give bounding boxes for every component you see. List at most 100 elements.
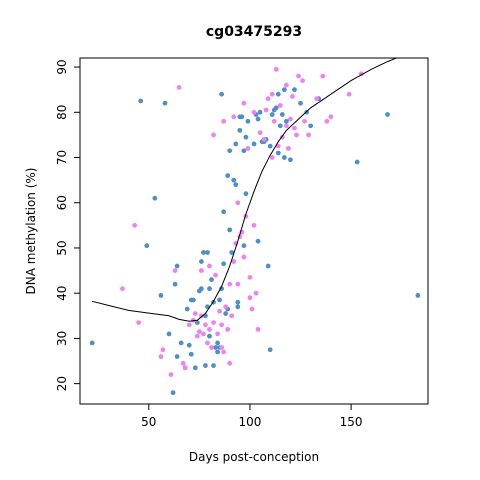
chart-title: cg03475293 xyxy=(206,24,302,40)
data-point-series-2 xyxy=(231,114,237,120)
data-point-series-2 xyxy=(253,290,259,296)
data-point-series-2 xyxy=(247,295,253,301)
data-point-series-2 xyxy=(269,155,275,160)
data-point-series-2 xyxy=(207,263,212,269)
y-tick-label: 50 xyxy=(55,240,69,255)
data-point-series-2 xyxy=(265,96,271,102)
x-tick-label: 100 xyxy=(239,415,262,429)
data-point-series-2 xyxy=(231,259,237,264)
data-point-series-1 xyxy=(198,286,204,292)
data-point-series-2 xyxy=(211,320,216,325)
data-point-series-1 xyxy=(281,155,287,160)
data-point-series-1 xyxy=(288,157,293,163)
data-point-series-2 xyxy=(358,71,364,77)
data-point-series-1 xyxy=(241,243,247,249)
data-point-series-1 xyxy=(239,114,245,120)
data-point-series-1 xyxy=(211,363,216,368)
data-point-series-1 xyxy=(277,123,283,129)
data-point-series-1 xyxy=(385,112,390,117)
data-point-series-2 xyxy=(290,94,295,99)
data-point-series-2 xyxy=(136,320,142,325)
data-point-series-1 xyxy=(279,112,285,117)
data-point-series-2 xyxy=(288,116,293,122)
data-point-series-1 xyxy=(184,306,190,312)
data-point-series-2 xyxy=(294,132,299,138)
data-point-series-2 xyxy=(251,222,257,228)
data-point-series-2 xyxy=(229,313,235,319)
data-point-series-2 xyxy=(160,347,166,353)
data-point-series-2 xyxy=(306,132,312,138)
data-point-series-2 xyxy=(235,281,241,287)
data-point-series-2 xyxy=(263,107,269,113)
x-tick-label: 50 xyxy=(141,415,156,429)
data-point-series-2 xyxy=(120,286,125,292)
data-point-series-1 xyxy=(207,286,212,292)
data-point-series-1 xyxy=(267,143,273,149)
y-tick-label: 40 xyxy=(55,286,69,301)
data-point-series-2 xyxy=(227,281,233,287)
data-point-series-1 xyxy=(229,250,235,255)
data-point-series-2 xyxy=(223,304,229,310)
x-tick-label: 150 xyxy=(340,415,363,429)
data-point-series-1 xyxy=(174,263,180,269)
data-point-series-2 xyxy=(172,268,178,273)
data-point-series-1 xyxy=(255,116,261,122)
data-point-series-1 xyxy=(237,127,243,133)
y-axis-label: DNA methylation (%) xyxy=(24,168,38,295)
data-point-series-2 xyxy=(235,200,241,206)
data-point-series-1 xyxy=(219,286,225,292)
data-point-series-1 xyxy=(243,134,249,140)
data-point-series-2 xyxy=(275,143,281,149)
data-point-series-1 xyxy=(251,141,257,147)
data-point-series-1 xyxy=(215,340,220,346)
data-point-series-1 xyxy=(162,100,168,106)
data-point-series-2 xyxy=(219,345,225,350)
data-point-series-1 xyxy=(227,148,233,154)
data-point-series-1 xyxy=(233,141,239,147)
data-point-series-1 xyxy=(243,191,249,197)
data-point-series-2 xyxy=(192,311,198,316)
data-point-series-1 xyxy=(221,261,227,267)
data-point-series-2 xyxy=(194,333,200,339)
data-point-series-2 xyxy=(225,326,231,332)
data-point-series-2 xyxy=(215,331,220,337)
data-point-series-1 xyxy=(213,345,218,350)
data-point-series-2 xyxy=(227,360,233,366)
data-point-series-2 xyxy=(158,354,164,359)
data-point-series-2 xyxy=(176,84,182,90)
data-point-series-1 xyxy=(275,150,281,156)
data-point-series-2 xyxy=(324,118,330,124)
data-point-series-1 xyxy=(194,320,200,325)
data-point-series-2 xyxy=(221,118,227,124)
data-point-series-1 xyxy=(354,159,360,165)
data-point-series-1 xyxy=(257,109,263,115)
data-point-series-1 xyxy=(172,281,178,287)
data-point-series-1 xyxy=(203,363,208,368)
data-point-series-1 xyxy=(267,347,273,353)
data-point-series-1 xyxy=(174,354,180,359)
smoothed-trend-line xyxy=(91,58,398,322)
data-point-series-2 xyxy=(211,132,216,138)
data-point-series-1 xyxy=(158,293,164,298)
data-point-series-1 xyxy=(190,297,196,303)
data-point-series-1 xyxy=(255,238,261,244)
data-point-series-2 xyxy=(261,137,267,142)
y-tick-label: 70 xyxy=(55,150,69,165)
data-point-series-2 xyxy=(209,345,214,350)
data-point-series-2 xyxy=(314,96,320,102)
data-point-series-1 xyxy=(415,293,421,298)
data-point-series-2 xyxy=(292,125,297,131)
y-tick-label: 30 xyxy=(55,331,69,346)
data-point-series-1 xyxy=(273,105,279,111)
plot-frame xyxy=(79,57,429,405)
data-point-series-1 xyxy=(215,349,220,355)
y-axis: 20 30 40 50 60 70 80 90 xyxy=(55,59,80,391)
data-point-series-1 xyxy=(205,250,210,255)
data-point-series-1 xyxy=(265,263,271,269)
data-point-series-1 xyxy=(269,112,275,117)
x-axis: 50 100 150 xyxy=(141,404,363,429)
data-point-series-1 xyxy=(166,331,172,337)
data-point-series-1 xyxy=(152,195,158,201)
data-point-series-1 xyxy=(207,333,212,339)
